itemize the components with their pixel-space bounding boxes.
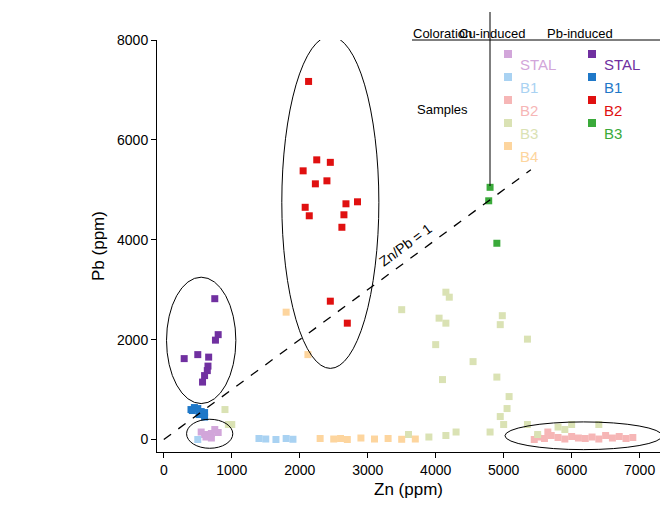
svg-text:7000: 7000 (624, 462, 655, 478)
svg-text:STAL: STAL (604, 56, 640, 73)
svg-text:B4: B4 (520, 148, 538, 165)
svg-text:8000: 8000 (117, 32, 148, 48)
svg-text:0: 0 (160, 462, 168, 478)
svg-text:Samples: Samples (417, 102, 468, 117)
svg-text:STAL: STAL (520, 56, 556, 73)
svg-text:4000: 4000 (117, 232, 148, 248)
svg-text:B3: B3 (520, 125, 538, 142)
svg-text:Cu-induced: Cu-induced (459, 26, 526, 41)
svg-text:5000: 5000 (488, 462, 519, 478)
svg-text:B1: B1 (604, 79, 622, 96)
svg-text:Zn/Pb = 1: Zn/Pb = 1 (376, 220, 435, 269)
svg-text:B3: B3 (604, 125, 622, 142)
svg-text:Pb-induced: Pb-induced (547, 26, 613, 41)
svg-text:2000: 2000 (284, 462, 315, 478)
svg-text:4000: 4000 (420, 462, 451, 478)
svg-text:0: 0 (140, 431, 148, 447)
svg-text:B2: B2 (520, 102, 538, 119)
svg-text:B1: B1 (520, 79, 538, 96)
svg-text:6000: 6000 (117, 132, 148, 148)
svg-text:Zn (ppm): Zn (ppm) (374, 480, 443, 499)
svg-text:B2: B2 (604, 102, 622, 119)
svg-text:Pb (ppm): Pb (ppm) (89, 211, 108, 281)
svg-text:Coloration: Coloration (413, 26, 472, 41)
svg-text:3000: 3000 (352, 462, 383, 478)
svg-text:6000: 6000 (556, 462, 587, 478)
svg-text:2000: 2000 (117, 332, 148, 348)
svg-text:1000: 1000 (216, 462, 247, 478)
